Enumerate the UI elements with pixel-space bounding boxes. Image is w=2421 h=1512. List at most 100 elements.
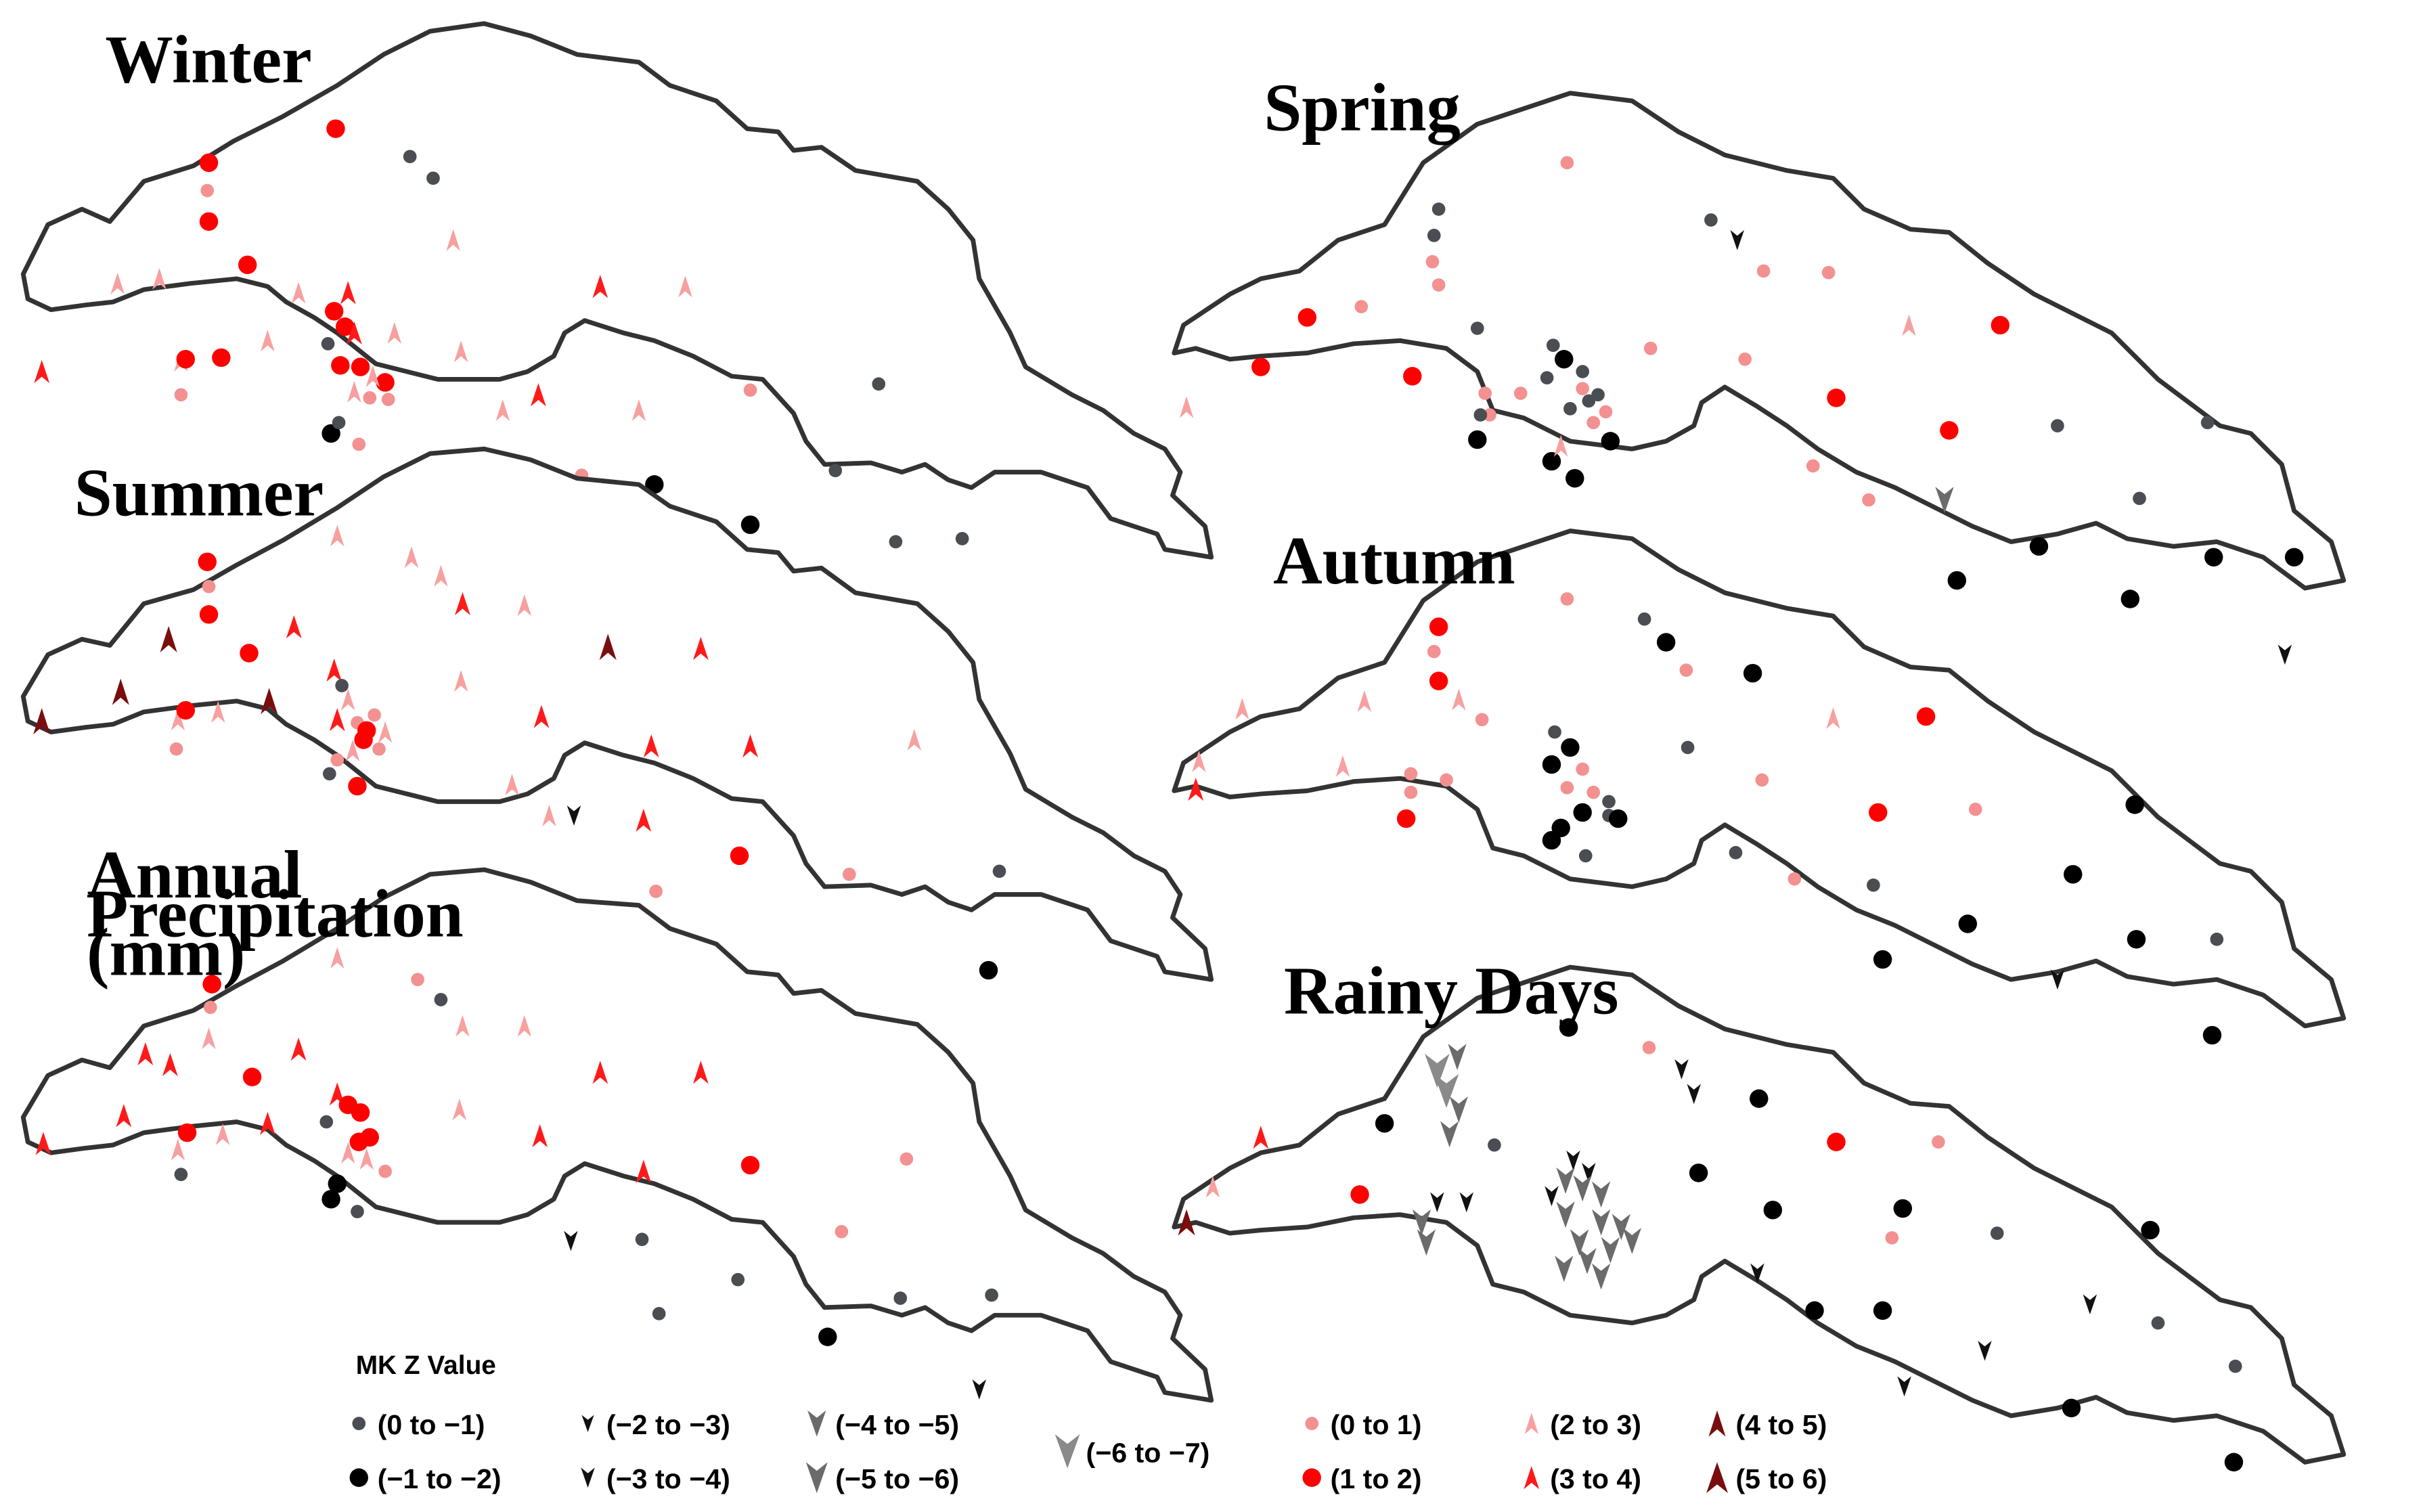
dot-red-marker: [176, 701, 195, 720]
dot-red-marker: [1916, 707, 1936, 726]
up-pink-triangle-marker: [1235, 698, 1249, 720]
dot-red-marker: [1396, 809, 1416, 828]
up-red-triangle-marker: [742, 734, 758, 758]
legend-item: (4 to 5): [1708, 1409, 1827, 1440]
dot-red-marker: [198, 552, 217, 571]
dot-black-marker: [1542, 755, 1561, 774]
up-pink-triangle-marker: [631, 399, 646, 422]
up-dark-triangle-marker: [33, 708, 51, 735]
dot-pink-marker: [1586, 416, 1601, 430]
legend-label: (0 to −1): [378, 1409, 485, 1440]
panel-title: Summer: [74, 455, 324, 531]
dot-red-marker: [1297, 308, 1317, 327]
dot-pink-marker: [1431, 278, 1446, 292]
dot-red-marker: [324, 302, 344, 321]
up-red-triangle-marker: [454, 592, 470, 616]
dot-grey-marker: [403, 150, 417, 164]
down-grey-triangle-marker: [1622, 1228, 1642, 1254]
dot-black-marker: [2284, 548, 2304, 567]
legend-item: (3 to 4): [1524, 1463, 1641, 1494]
dot-pink-marker: [1599, 405, 1613, 419]
up-red-triangle-marker: [162, 1052, 178, 1077]
up-dark_l-triangle-marker: [1706, 1462, 1729, 1494]
dot-pink-marker: [1513, 386, 1528, 400]
dot-black-marker: [740, 515, 760, 535]
dot-black-marker: [1601, 432, 1620, 451]
dot-black-marker: [645, 475, 664, 494]
legend-item: (−6 to −7): [1054, 1434, 1209, 1469]
dot-grey-marker: [889, 535, 903, 549]
down-grey-triangle-marker: [807, 1410, 826, 1437]
up-red-triangle-marker: [532, 1124, 548, 1148]
up-pink-triangle-marker: [1357, 690, 1372, 712]
up-red-triangle-marker: [533, 705, 550, 728]
dot-black-marker: [2204, 548, 2223, 567]
dot-black-marker: [1947, 571, 1967, 590]
up-pink-triangle-marker: [907, 729, 922, 751]
up-red-triangle-marker: [1524, 1466, 1540, 1490]
dot-black-marker: [979, 960, 998, 980]
dot-grey-marker: [352, 1417, 366, 1431]
dot-pink-marker: [1576, 382, 1590, 395]
up-pink-triangle-marker: [347, 380, 361, 403]
dot-grey-marker: [893, 1291, 908, 1305]
dot-red-marker: [351, 357, 370, 376]
dot-pink-marker: [1738, 352, 1752, 366]
dot-pink-marker: [363, 391, 377, 405]
dot-pink-marker: [381, 393, 395, 406]
up-red-triangle-marker: [643, 734, 659, 758]
dot-grey-marker: [319, 1115, 334, 1129]
dot-grey-marker: [335, 679, 349, 692]
panel-spring: Spring: [1172, 69, 2347, 665]
dot-pink-marker: [372, 742, 386, 756]
up-pink-triangle-marker: [378, 721, 393, 743]
dot-grey-marker: [321, 337, 335, 351]
dot-red-marker: [326, 119, 345, 138]
dot-black-marker: [2127, 930, 2146, 949]
dot-pink-marker: [1821, 265, 1836, 280]
dot-black-marker: [1609, 809, 1628, 828]
up-pink-triangle-marker: [171, 709, 185, 731]
dot-red-marker: [1991, 315, 2010, 335]
up-pink-triangle-marker: [340, 688, 355, 711]
up-pink-triangle-marker: [505, 774, 519, 796]
panel-summer: Summer: [20, 446, 1214, 982]
dot-black-marker: [1559, 1018, 1578, 1037]
dot-red-marker: [240, 644, 259, 663]
dot-grey-marker: [985, 1288, 998, 1302]
dot-red-marker: [199, 153, 219, 173]
legend-item: (−3 to −4): [581, 1463, 730, 1494]
dot-pink-marker: [1427, 644, 1441, 659]
dot-black-marker: [1893, 1199, 1913, 1218]
up-pink-triangle-marker: [330, 947, 345, 969]
dot-black-marker: [1743, 664, 1762, 683]
dot-red-marker: [176, 350, 195, 369]
up-pink-triangle-marker: [1524, 1413, 1539, 1435]
dot-pink-marker: [1885, 1231, 1899, 1245]
dot-grey-marker: [2151, 1316, 2165, 1330]
dot-grey-marker: [652, 1307, 666, 1320]
dot-black-marker: [2202, 1025, 2222, 1045]
dot-red-marker: [1429, 671, 1448, 690]
down-grey-triangle-marker: [1573, 1175, 1592, 1202]
legend-item: (5 to 6): [1706, 1462, 1827, 1494]
dot-black-marker: [1656, 633, 1676, 652]
down-black-triangle-marker: [2083, 1294, 2097, 1315]
up-pink-triangle-marker: [330, 525, 345, 547]
down-grey-triangle-marker: [1449, 1096, 1469, 1123]
up-pink-triangle-marker: [1452, 688, 1466, 711]
down-lightgrey-triangle-marker: [1425, 1053, 1450, 1088]
down-black-triangle-marker: [1687, 1084, 1702, 1105]
panel-autumn: Autumn: [1172, 522, 2347, 1045]
up-pink-triangle-marker: [452, 1098, 467, 1121]
up-pink-triangle-marker: [202, 1027, 216, 1050]
dot-black-marker: [2120, 590, 2140, 608]
dot-black-marker: [1561, 738, 1580, 757]
up-pink-triangle-marker: [453, 340, 468, 363]
dot-red-marker: [376, 373, 395, 392]
legend-label: (1 to 2): [1331, 1463, 1422, 1494]
dot-grey-marker: [731, 1272, 745, 1287]
up-pink-triangle-marker: [1826, 707, 1840, 730]
panel-title-line-3: (mm): [87, 914, 245, 990]
dot-red-marker: [1869, 803, 1888, 822]
